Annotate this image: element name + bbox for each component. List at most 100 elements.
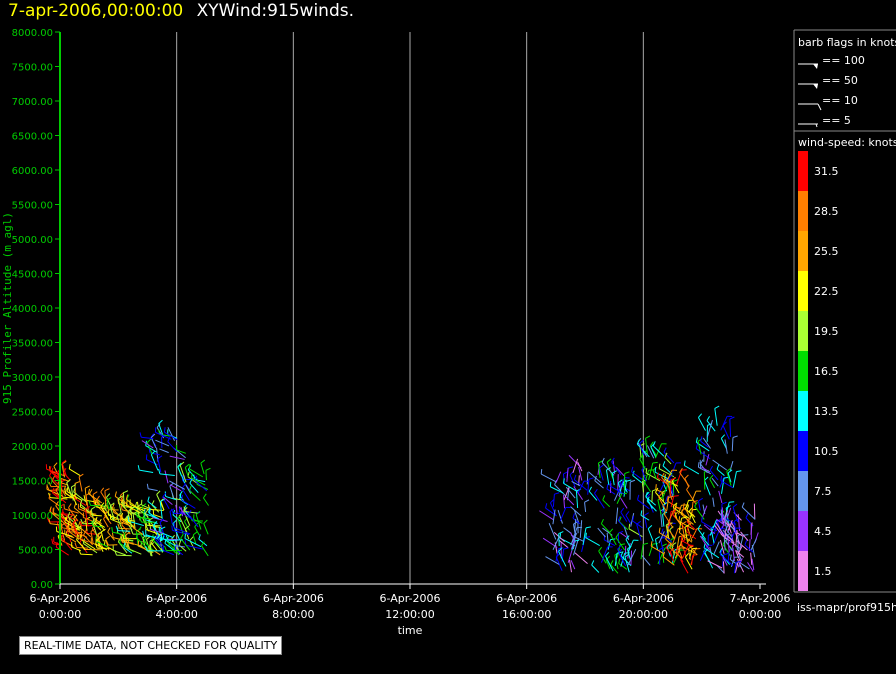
- wind-barb: [571, 481, 581, 487]
- barb-feather: [545, 503, 548, 509]
- barb-shaft: [750, 538, 757, 551]
- barb-shaft: [201, 545, 209, 557]
- wind-barb: [70, 484, 77, 501]
- wind-barb: [641, 474, 652, 493]
- barb-feather: [119, 538, 122, 544]
- wind-barb: [578, 466, 583, 481]
- barb-shaft: [721, 478, 725, 494]
- barb-shaft: [184, 521, 190, 531]
- barb-shaft: [169, 455, 185, 460]
- wind-barb: [184, 463, 190, 477]
- wind-barb: [683, 460, 700, 475]
- wind-barb: [709, 474, 716, 489]
- wind-barb: [722, 421, 730, 440]
- barb-shaft: [723, 517, 735, 531]
- barb-shaft: [56, 546, 69, 556]
- wind-barb: [114, 550, 132, 557]
- barb-shaft: [744, 544, 754, 553]
- barb-feather: [85, 528, 88, 534]
- barb-shaft: [76, 539, 86, 550]
- y-tick-label: 500.00: [18, 546, 53, 557]
- wind-barb: [137, 540, 154, 554]
- barb-shaft: [185, 484, 192, 494]
- barb-feather: [695, 443, 698, 449]
- barb-shaft: [645, 438, 648, 455]
- barb-feather: [179, 490, 183, 496]
- speed-scale-item: 25.5: [798, 231, 839, 271]
- y-tick-labels: 0.00 500.00 1000.00 1500.00 2000.00 2500.00 30…: [12, 28, 60, 591]
- speed-scale-swatch: [798, 191, 808, 231]
- barb-feather: [178, 540, 182, 546]
- barb-shaft: [159, 522, 166, 538]
- barb-shaft: [597, 527, 606, 538]
- wind-barb: [572, 513, 581, 525]
- barb-shaft: [645, 472, 661, 482]
- barb-feather: [663, 447, 667, 453]
- wind-barb: [107, 527, 115, 541]
- barb-shaft: [674, 515, 681, 525]
- wind-barb: [655, 484, 665, 494]
- wind-barb: [741, 502, 756, 520]
- barb-shaft: [731, 437, 734, 452]
- barb-shaft: [735, 550, 742, 563]
- barb-shaft: [666, 527, 676, 539]
- barb-feather: [727, 469, 733, 474]
- barb-shaft: [720, 416, 728, 431]
- wind-barb: [691, 500, 698, 514]
- barb-feather: [142, 534, 148, 539]
- wind-barb: [573, 474, 588, 491]
- wind-barb: [678, 504, 687, 515]
- wind-barb: [726, 467, 732, 486]
- wind-barb: [654, 536, 660, 550]
- wind-barb: [92, 491, 98, 504]
- wind-barb: [132, 523, 148, 538]
- barb-shaft: [563, 495, 566, 509]
- speed-scale-swatch: [798, 511, 808, 551]
- wind-barb: [121, 533, 138, 540]
- wind-barb: [680, 540, 695, 554]
- barb-shaft: [566, 467, 569, 482]
- barb-feather: [189, 536, 194, 541]
- barb-shaft: [691, 490, 697, 501]
- barb-feather: [661, 528, 664, 534]
- y-tick-label: 5500.00: [12, 201, 53, 212]
- wind-barb: [702, 437, 711, 449]
- barb-shaft: [128, 520, 144, 527]
- wind-barb: [715, 522, 726, 539]
- barb-feather: [165, 535, 169, 541]
- barb-shaft: [662, 556, 675, 566]
- speed-scale-item: 4.5: [798, 511, 832, 551]
- barb-shaft: [637, 499, 650, 510]
- barb-feather: [563, 547, 569, 550]
- barb-shaft: [602, 499, 611, 508]
- barb-shaft: [66, 491, 83, 502]
- barb-feather: [180, 533, 184, 539]
- barb-feather: [205, 467, 211, 471]
- barb-shaft: [699, 535, 711, 551]
- barb-shaft: [64, 508, 79, 514]
- barb-shaft: [618, 562, 628, 570]
- barb-feather: [188, 509, 192, 515]
- wind-barb: [729, 461, 734, 471]
- barb-feather: [46, 517, 50, 523]
- barb-shaft: [67, 530, 80, 540]
- wind-barb: [720, 415, 733, 431]
- barb-shaft: [669, 551, 675, 562]
- barb-feather: [130, 529, 134, 535]
- speed-scale-label: 28.5: [814, 205, 839, 218]
- wind-barb: [149, 528, 163, 534]
- barb-shaft: [726, 507, 732, 518]
- barb-shaft: [740, 562, 750, 570]
- barb-feather: [726, 467, 731, 472]
- wind-barb: [717, 565, 725, 574]
- y-tick-label: 3000.00: [12, 373, 53, 384]
- wind-barb: [200, 459, 206, 475]
- wind-barb: [185, 484, 192, 494]
- barb-feather: [78, 549, 82, 555]
- wind-barb: [129, 499, 145, 512]
- barb-shaft: [723, 536, 726, 551]
- barb-feather: [645, 491, 650, 497]
- barb-shaft: [60, 477, 70, 482]
- barb-shaft: [648, 462, 654, 481]
- barb-shaft: [684, 465, 700, 475]
